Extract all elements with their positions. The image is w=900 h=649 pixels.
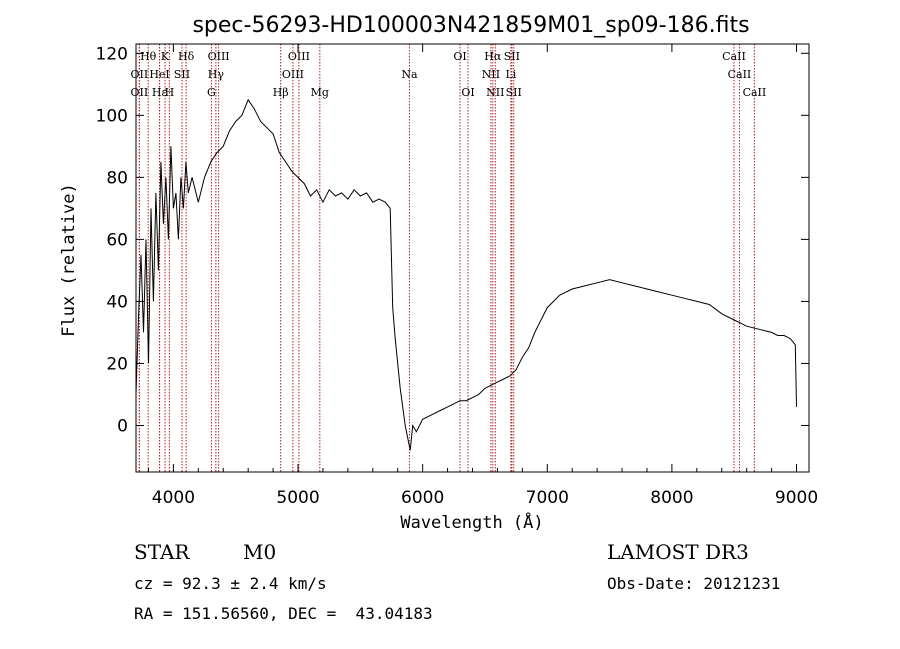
spectral-line-labels: Hθ OII OII K HHε HeI SII Hδ OIII Hγ G Hβ OIII OIII Mg N… xyxy=(131,50,767,99)
line-label-25: CaII xyxy=(722,50,746,63)
object-class: STAR xyxy=(134,540,190,564)
ra-dec-coordinates: RA = 151.56560, DEC = 43.04183 xyxy=(134,604,433,623)
line-label-2: OII xyxy=(131,86,149,99)
line-label-20: NII xyxy=(482,68,500,81)
line-label-0: Hθ xyxy=(140,50,157,63)
line-label-9: OIII xyxy=(208,50,230,63)
y-axis-ticks: 0 20 40 60 80 100 120 xyxy=(96,44,809,436)
line-label-1: OII xyxy=(131,68,149,81)
line-label-12: Hβ xyxy=(273,86,289,99)
x-tick-label-4000: 4000 xyxy=(152,488,195,508)
x-tick-label-7000: 7000 xyxy=(526,488,569,508)
line-label-16: Na xyxy=(401,68,418,81)
line-label-14: OIII xyxy=(288,50,310,63)
x-tick-label-9000: 9000 xyxy=(775,488,818,508)
spectrum-series-line xyxy=(135,98,797,451)
line-label-10: Hγ xyxy=(208,68,225,81)
survey-name: LAMOST DR3 xyxy=(607,540,749,564)
line-label-19: Hα xyxy=(484,50,502,63)
y-tick-label-0: 0 xyxy=(117,416,128,436)
object-subclass: M0 xyxy=(243,540,277,564)
line-label-26: CaII xyxy=(728,68,752,81)
line-label-17: OI xyxy=(453,50,466,63)
line-label-4: H xyxy=(165,86,175,99)
x-axis-label: Wavelength (Å) xyxy=(400,511,543,533)
y-tick-label-100: 100 xyxy=(96,106,128,126)
y-tick-label-20: 20 xyxy=(106,354,128,374)
y-tick-label-80: 80 xyxy=(106,168,128,188)
x-axis-ticks: 4000 5000 6000 7000 8000 9000 xyxy=(147,44,818,508)
line-label-21: NII xyxy=(486,86,504,99)
line-label-22: SII xyxy=(504,50,520,63)
x-tick-label-8000: 8000 xyxy=(650,488,693,508)
chart-title: spec-56293-HD100003N421859M01_sp09-186.f… xyxy=(192,13,749,38)
line-label-23: Li xyxy=(505,68,516,81)
redshift-cz: cz = 92.3 ± 2.4 km/s xyxy=(134,574,327,593)
line-label-8: Hδ xyxy=(178,50,195,63)
x-tick-label-6000: 6000 xyxy=(401,488,444,508)
line-label-11: G xyxy=(207,86,216,99)
line-label-13: OIII xyxy=(282,68,304,81)
line-label-7: SII xyxy=(174,68,190,81)
y-tick-label-60: 60 xyxy=(106,230,128,250)
line-label-18: OI xyxy=(461,86,474,99)
line-label-15: Mg xyxy=(311,86,329,99)
line-label-24: SII xyxy=(506,86,522,99)
line-label-6: HeI xyxy=(149,68,169,81)
line-label-5: Hε xyxy=(152,86,168,99)
y-tick-label-40: 40 xyxy=(106,292,128,312)
line-label-3: K xyxy=(161,50,170,63)
y-tick-label-120: 120 xyxy=(96,44,128,64)
y-axis-label: Flux (relative) xyxy=(59,183,79,337)
observation-date: Obs-Date: 20121231 xyxy=(607,574,781,593)
plot-frame xyxy=(135,43,810,473)
x-tick-label-5000: 5000 xyxy=(276,488,319,508)
line-label-27: CaII xyxy=(743,86,767,99)
spectral-line-markers xyxy=(138,44,755,472)
